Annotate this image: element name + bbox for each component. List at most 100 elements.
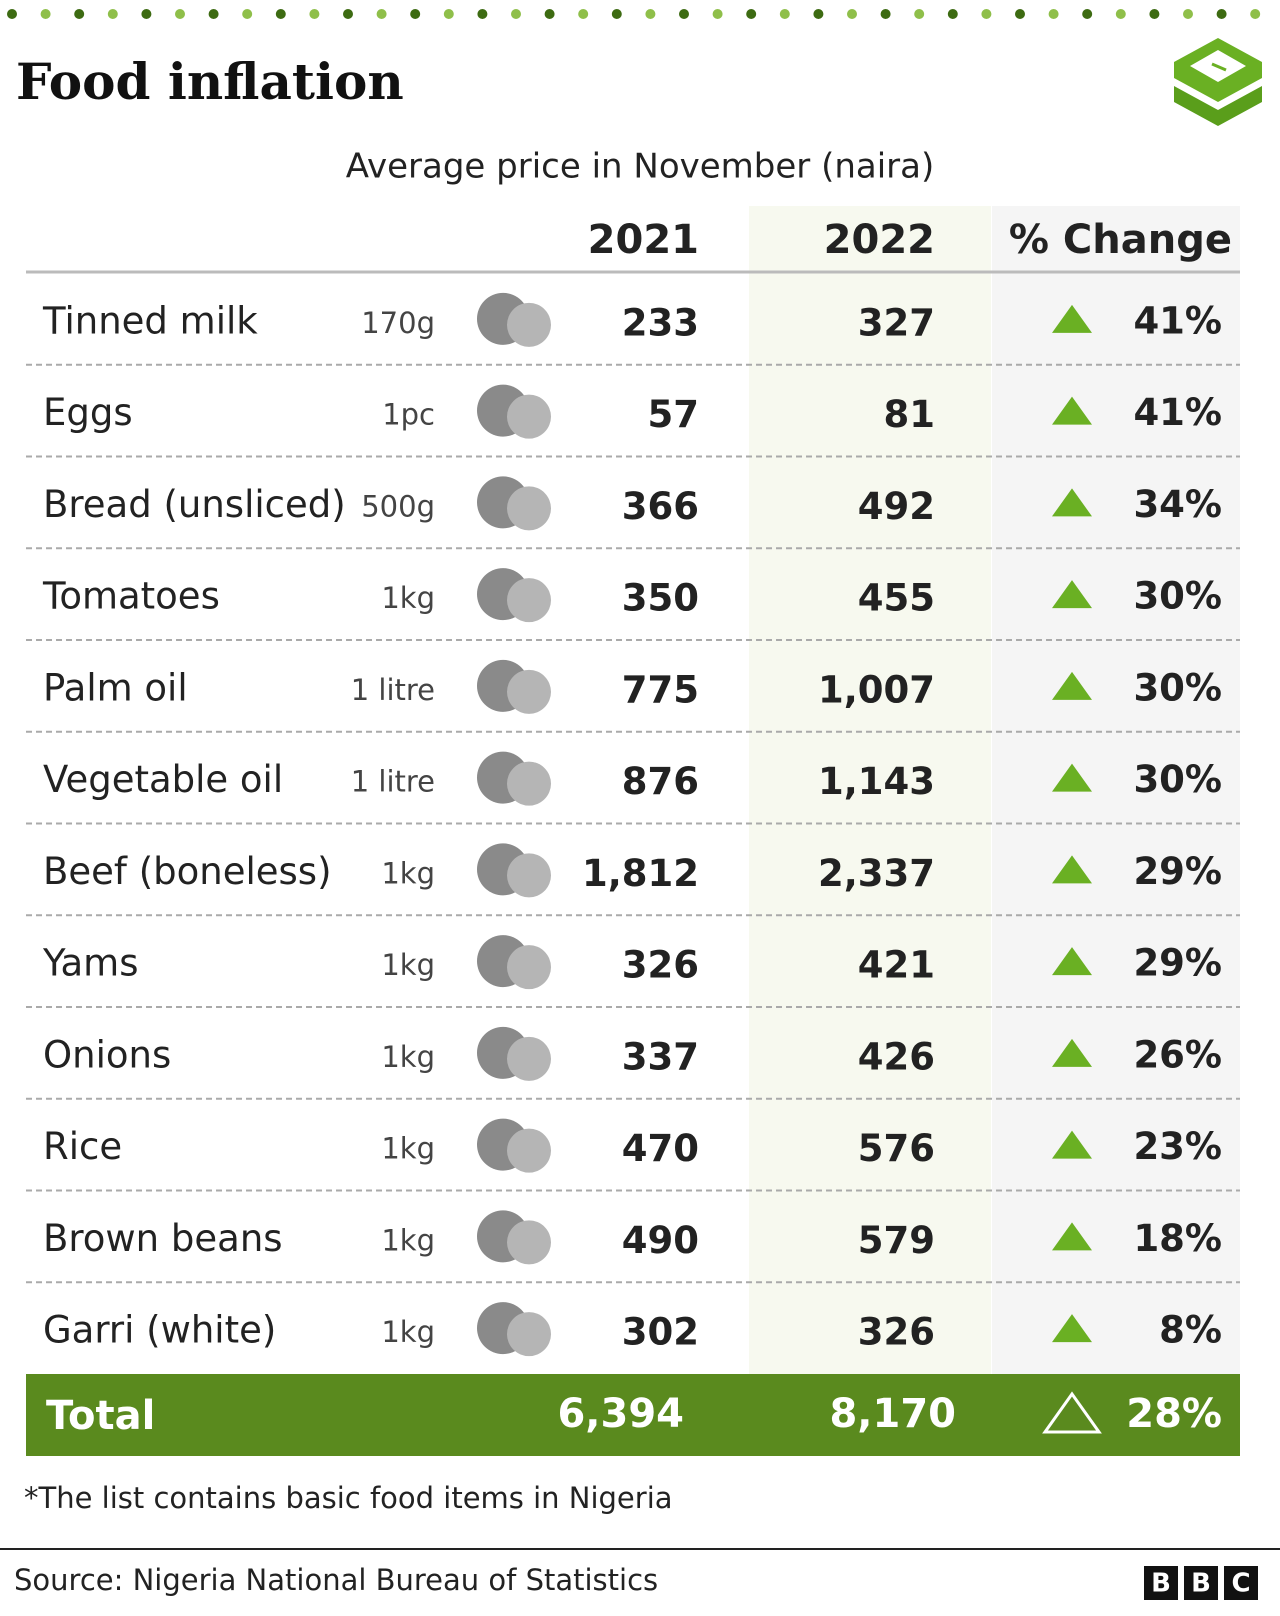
pct-change: 29% — [1133, 942, 1222, 985]
dot — [813, 9, 824, 19]
total-2021: 6,394 — [557, 1391, 684, 1437]
item-name: Onions — [43, 1033, 171, 1076]
dot — [880, 9, 891, 19]
item-unit: 1kg — [381, 856, 435, 890]
pct-change: 30% — [1133, 666, 1222, 709]
item-name: Palm oil — [43, 666, 188, 709]
dot — [914, 9, 925, 19]
up-arrow — [1052, 304, 1092, 333]
dot — [611, 9, 622, 19]
dot — [779, 9, 790, 19]
pct-change: 26% — [1133, 1033, 1222, 1076]
logo-letter: B — [1151, 1569, 1171, 1599]
food-icon — [477, 1026, 551, 1081]
icon-shape — [507, 486, 551, 531]
source: Source: Nigeria National Bureau of Stati… — [14, 1563, 658, 1597]
pct-change: 41% — [1133, 299, 1222, 342]
price-2021: 1,812 — [582, 852, 699, 895]
pct-change: 41% — [1133, 391, 1222, 434]
food-icon — [477, 292, 551, 347]
item-name: Yams — [42, 942, 139, 985]
column-header: % Change — [1009, 217, 1232, 263]
icon-shape — [507, 1036, 551, 1081]
icon-shape — [507, 669, 551, 714]
price-2022: 1,143 — [818, 760, 935, 803]
dot — [410, 9, 421, 19]
dot — [1149, 9, 1160, 19]
price-2022: 2,337 — [818, 852, 935, 895]
icon-shape — [507, 1220, 551, 1265]
price-2021: 233 — [622, 301, 699, 344]
rows: Tinned milk 170g 233 327 41% Eggs 1pc 57 81 41% Br… — [26, 292, 1240, 1357]
pct-change: 23% — [1133, 1125, 1222, 1168]
dot — [376, 9, 387, 19]
food-icon — [477, 843, 551, 898]
item-name: Garri (white) — [43, 1309, 276, 1352]
column-header: 2022 — [824, 217, 935, 263]
dot — [74, 9, 85, 19]
up-arrow — [1052, 671, 1092, 700]
up-arrow — [1052, 947, 1092, 976]
logo-block — [1224, 1566, 1258, 1600]
price-2021: 57 — [648, 393, 700, 436]
icon-shape — [507, 1128, 551, 1173]
pct-change: 30% — [1133, 575, 1222, 618]
total-up-arrow — [1042, 1391, 1102, 1434]
icon-shape — [507, 394, 551, 439]
dot — [343, 9, 353, 19]
item-name: Eggs — [43, 391, 133, 434]
up-arrow — [1052, 580, 1092, 609]
item-unit: 1kg — [381, 1315, 435, 1349]
dot — [1216, 9, 1227, 19]
price-2022: 1,007 — [818, 668, 935, 711]
dot — [947, 9, 958, 19]
price-2022: 455 — [858, 577, 935, 620]
price-2022: 426 — [858, 1035, 935, 1078]
dot — [578, 9, 589, 19]
price-2022: 492 — [858, 485, 935, 528]
logo-block — [1184, 1566, 1218, 1600]
food-icon — [477, 1118, 551, 1173]
food-icon — [477, 751, 551, 806]
price-2021: 470 — [622, 1127, 699, 1170]
dot — [679, 9, 689, 19]
total-label: Total — [46, 1393, 155, 1439]
dot — [1048, 9, 1059, 19]
item-unit: 1kg — [381, 1040, 435, 1074]
pct-change: 30% — [1133, 758, 1222, 801]
col-change-bg — [992, 206, 1240, 1374]
dot — [511, 9, 521, 19]
icon-shape — [507, 578, 551, 623]
food-icon — [477, 384, 551, 439]
dot — [208, 9, 219, 19]
price-2022: 421 — [858, 944, 935, 987]
total-2022: 8,170 — [829, 1391, 956, 1437]
item-unit: 1kg — [381, 1223, 435, 1257]
dots — [7, 9, 1261, 19]
dot — [847, 9, 857, 19]
pct-change: 8% — [1159, 1309, 1222, 1352]
food-icon — [477, 1210, 551, 1265]
dot — [544, 9, 555, 19]
dot — [175, 9, 185, 19]
footnote: *The list contains basic food items in N… — [24, 1481, 673, 1515]
dot — [1250, 9, 1261, 19]
pct-change: 18% — [1133, 1217, 1222, 1260]
item-name: Tinned milk — [42, 299, 258, 342]
price-2022: 81 — [884, 393, 936, 436]
price-2021: 350 — [622, 577, 699, 620]
total-change: 28% — [1126, 1391, 1222, 1437]
dot — [712, 9, 723, 19]
subtitle: Average price in November (naira) — [346, 147, 935, 187]
logo-letter: C — [1231, 1569, 1250, 1599]
dot — [309, 9, 320, 19]
price-2021: 326 — [622, 944, 699, 987]
dot — [443, 9, 454, 19]
up-arrow — [1052, 763, 1092, 792]
pct-change: 29% — [1133, 850, 1222, 893]
dot — [1183, 9, 1193, 19]
item-unit: 1pc — [382, 398, 435, 432]
pct-change: 34% — [1133, 483, 1222, 526]
